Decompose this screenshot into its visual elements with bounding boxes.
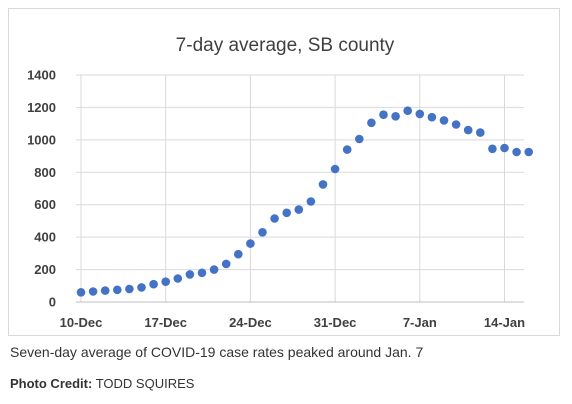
chart-frame: 7-day average, SB county 0 200 400 600 800 10… <box>8 8 560 336</box>
data-point <box>209 265 219 274</box>
data-points <box>76 106 533 297</box>
data-point <box>221 259 231 269</box>
data-point <box>355 134 364 144</box>
data-point <box>379 110 388 119</box>
data-point <box>161 277 170 287</box>
x-tick-label: 17-Dec <box>144 315 187 330</box>
data-point <box>113 285 122 295</box>
data-point <box>197 268 207 278</box>
photo-credit-label: Photo Credit: <box>10 376 93 391</box>
y-axis-ticks: 0 200 400 600 800 1000 1200 1400 <box>27 68 56 310</box>
x-tick-label: 14-Jan <box>484 315 525 330</box>
data-point <box>149 279 158 289</box>
data-point <box>500 143 509 153</box>
y-tick-label: 1000 <box>27 132 56 147</box>
data-point <box>173 274 183 283</box>
data-point <box>282 208 292 218</box>
data-point <box>512 147 521 157</box>
data-point <box>342 145 352 154</box>
data-point <box>367 118 376 128</box>
y-tick-label: 1400 <box>27 68 56 83</box>
chart-plot: 7-day average, SB county 0 200 400 600 800 10… <box>27 35 533 330</box>
data-point <box>294 205 304 214</box>
data-point <box>88 287 98 296</box>
data-point <box>524 147 533 157</box>
data-point <box>330 164 340 174</box>
data-point <box>185 270 195 279</box>
data-point <box>306 197 316 206</box>
data-point <box>427 112 437 122</box>
image-caption: Seven-day average of COVID-19 case rates… <box>10 344 424 360</box>
data-point <box>476 128 485 137</box>
y-tick-label: 0 <box>49 295 56 310</box>
x-tick-label: 10-Dec <box>60 315 103 330</box>
y-tick-label: 400 <box>34 230 56 245</box>
gridlines <box>76 74 524 302</box>
x-tick-label: 7-Jan <box>403 315 437 330</box>
data-point <box>234 249 243 259</box>
data-point <box>258 228 267 237</box>
data-point <box>439 116 449 125</box>
data-point <box>391 112 400 121</box>
data-point <box>246 239 255 248</box>
y-tick-label: 1200 <box>27 100 56 115</box>
x-tick-label: 31-Dec <box>314 315 357 330</box>
y-tick-label: 200 <box>34 262 56 277</box>
data-point <box>403 106 413 115</box>
data-point <box>270 214 279 223</box>
data-point <box>451 120 461 129</box>
data-point <box>415 109 425 119</box>
x-axis-ticks: 10-Dec 17-Dec 24-Dec 31-Dec 7-Jan 14-Jan <box>60 315 525 330</box>
photo-credit-name: TODD SQUIRES <box>95 376 195 391</box>
data-point <box>318 180 328 189</box>
data-point <box>76 288 86 297</box>
chart-title: 7-day average, SB county <box>176 35 395 56</box>
data-point <box>488 144 497 154</box>
data-point <box>100 286 110 295</box>
y-tick-label: 600 <box>34 197 56 212</box>
data-point <box>463 125 473 135</box>
data-point <box>125 284 134 294</box>
photo-credit: Photo Credit: TODD SQUIRES <box>10 376 194 391</box>
y-tick-label: 800 <box>34 165 56 180</box>
x-tick-label: 24-Dec <box>229 315 272 330</box>
data-point <box>137 283 146 292</box>
